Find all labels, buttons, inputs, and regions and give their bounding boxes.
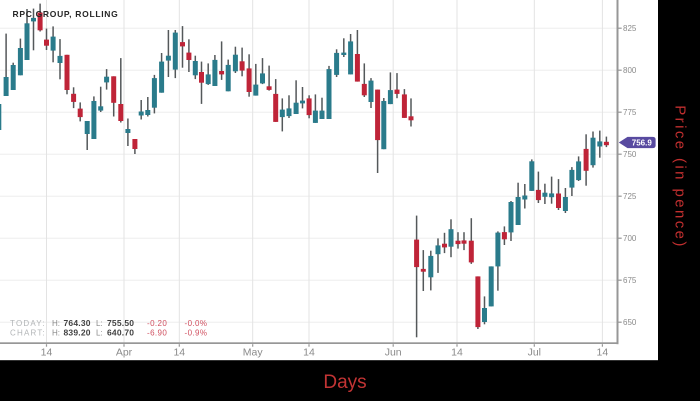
svg-text:Jun: Jun bbox=[385, 346, 402, 358]
svg-text:764.30: 764.30 bbox=[64, 318, 91, 328]
svg-text:14: 14 bbox=[303, 346, 315, 358]
svg-text:Jul: Jul bbox=[528, 346, 541, 358]
svg-text:H:: H: bbox=[52, 328, 60, 337]
svg-text:14: 14 bbox=[173, 346, 185, 358]
svg-text:-0.0%: -0.0% bbox=[185, 319, 208, 328]
svg-text:RPC GROUP, ROLLING: RPC GROUP, ROLLING bbox=[13, 9, 119, 19]
svg-text:14: 14 bbox=[451, 346, 463, 358]
svg-text:775: 775 bbox=[623, 108, 637, 117]
svg-text:14: 14 bbox=[41, 346, 53, 358]
svg-text:825: 825 bbox=[623, 24, 637, 33]
svg-text:725: 725 bbox=[623, 192, 637, 201]
svg-text:May: May bbox=[243, 346, 264, 358]
svg-text:H:: H: bbox=[52, 319, 60, 328]
svg-text:750: 750 bbox=[623, 150, 637, 159]
svg-text:675: 675 bbox=[623, 276, 637, 285]
svg-text:755.50: 755.50 bbox=[107, 318, 134, 328]
svg-text:14: 14 bbox=[597, 346, 609, 358]
svg-text:756.9: 756.9 bbox=[632, 138, 653, 147]
svg-text:TODAY:: TODAY: bbox=[10, 319, 46, 328]
svg-text:Apr: Apr bbox=[116, 346, 133, 358]
svg-text:650: 650 bbox=[623, 318, 637, 327]
svg-text:839.20: 839.20 bbox=[64, 327, 91, 337]
svg-text:L:: L: bbox=[96, 319, 103, 328]
svg-text:-6.90: -6.90 bbox=[147, 328, 167, 337]
svg-text:700: 700 bbox=[623, 234, 637, 243]
svg-text:CHART:: CHART: bbox=[10, 328, 46, 337]
svg-text:800: 800 bbox=[623, 66, 637, 75]
svg-text:640.70: 640.70 bbox=[107, 327, 134, 337]
svg-text:L:: L: bbox=[96, 328, 103, 337]
svg-text:Days: Days bbox=[323, 372, 366, 393]
svg-text:-0.20: -0.20 bbox=[147, 319, 167, 328]
svg-text:Price (in pence): Price (in pence) bbox=[672, 105, 689, 248]
svg-text:-0.9%: -0.9% bbox=[185, 328, 208, 337]
